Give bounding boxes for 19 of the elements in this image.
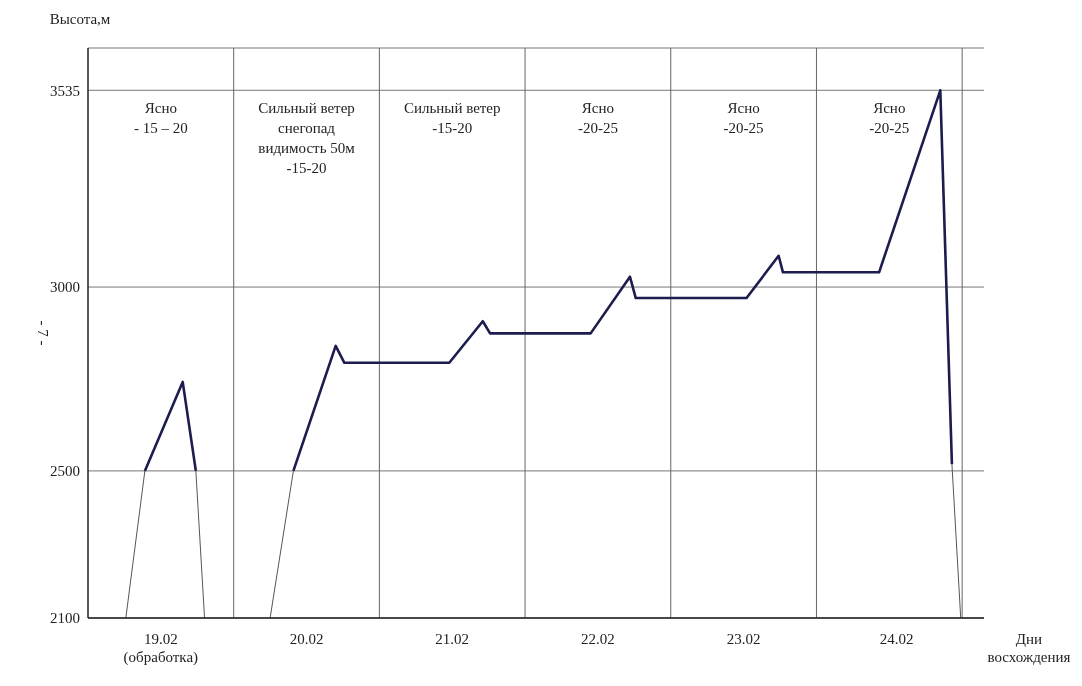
y-axis-title: Высота,м <box>49 11 111 27</box>
x-axis-title: Дни восхождения <box>987 631 1071 665</box>
annotation: Ясно -20-25 <box>577 100 618 136</box>
annotation: Сильный ветер -15-20 <box>403 100 501 136</box>
x-tick-label: 23.02 <box>726 631 761 647</box>
annotation: Ясно - 15 – 20 <box>133 100 188 136</box>
x-tick-label: 20.02 <box>289 631 324 647</box>
y-tick-label: 3000 <box>50 279 80 296</box>
y-tick-label: 2100 <box>50 610 80 627</box>
annotation: Ясно -20-25 <box>723 100 764 136</box>
x-tick-label: 19.02 (обработка) <box>123 631 199 666</box>
annotation: Ясно -20-25 <box>869 100 910 136</box>
x-tick-label: 24.02 <box>879 631 914 647</box>
y-tick-label: 2500 <box>50 463 80 480</box>
annotation: Сильный ветер снегопад видимость 50м -15-20 <box>258 100 356 176</box>
text: - 7 - <box>35 320 51 346</box>
y-tick-label: 3535 <box>50 82 80 99</box>
x-tick-label: 21.02 <box>435 631 470 647</box>
x-tick-label: 22.02 <box>581 631 615 647</box>
